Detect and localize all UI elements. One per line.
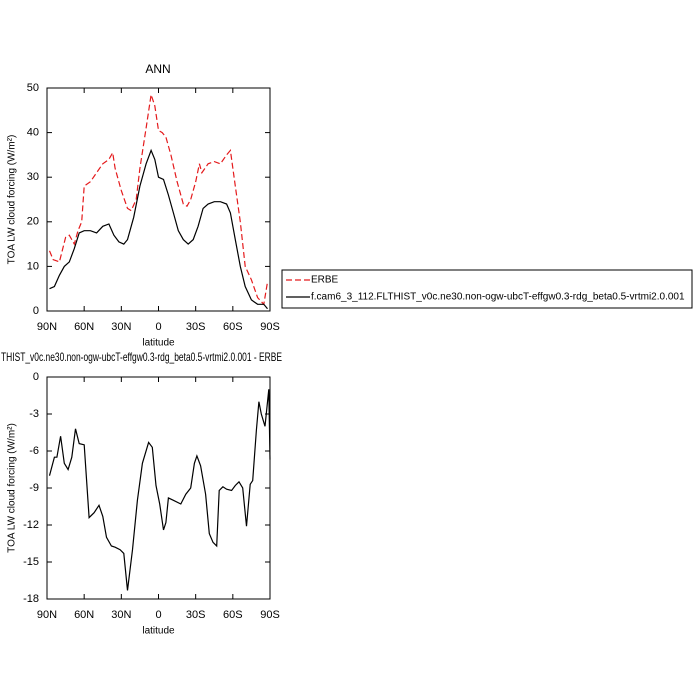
x-axis-label: latitude [142, 626, 175, 637]
x-tick-label: 60N [74, 609, 94, 621]
y-tick-label: 0 [33, 305, 39, 317]
x-tick-label: 30S [186, 321, 206, 333]
y-tick-label: -15 [23, 556, 39, 568]
x-tick-label: 30S [186, 609, 206, 621]
chart-title: THIST_v0c.ne30.non-ogw-ubcT-effgw0.3-rdg… [1, 350, 282, 364]
x-tick-label: 30N [111, 321, 131, 333]
plot-frame [46, 376, 271, 600]
legend-label: f.cam6_3_112.FLTHIST_v0c.ne30.non-ogw-ub… [311, 292, 685, 303]
y-tick-label: 0 [33, 371, 39, 383]
data-line [49, 148, 268, 310]
x-tick-label: 60S [223, 609, 243, 621]
x-tick-label: 90N [37, 321, 57, 333]
x-tick-label: 90N [37, 609, 57, 621]
legend-box [281, 269, 693, 309]
y-tick-label: 50 [27, 82, 39, 94]
legend-label: ERBE [311, 275, 339, 286]
x-tick-label: 60N [74, 321, 94, 333]
y-tick-label: -18 [23, 593, 39, 605]
x-tick-label: 90S [260, 321, 280, 333]
x-tick-label: 0 [155, 321, 161, 333]
x-axis-label: latitude [142, 338, 175, 349]
x-tick-label: 0 [155, 609, 161, 621]
y-tick-label: -9 [29, 482, 39, 494]
y-axis-label: TOA LW cloud forcing (W/m²) [7, 423, 18, 553]
y-tick-label: 20 [27, 216, 39, 228]
y-axis-label: TOA LW cloud forcing (W/m²) [7, 135, 18, 265]
x-tick-label: 90S [260, 609, 280, 621]
x-tick-label: 30N [111, 609, 131, 621]
plot-frame [46, 87, 271, 312]
y-tick-label: 40 [27, 127, 39, 139]
y-tick-label: -6 [29, 445, 39, 457]
data-line [48, 94, 269, 306]
y-tick-label: -3 [29, 408, 39, 420]
chart-title: ANN [145, 62, 170, 76]
y-tick-label: -12 [23, 519, 39, 531]
data-line [48, 389, 271, 591]
y-tick-label: 30 [27, 171, 39, 183]
y-tick-label: 10 [27, 260, 39, 272]
x-tick-label: 60S [223, 321, 243, 333]
